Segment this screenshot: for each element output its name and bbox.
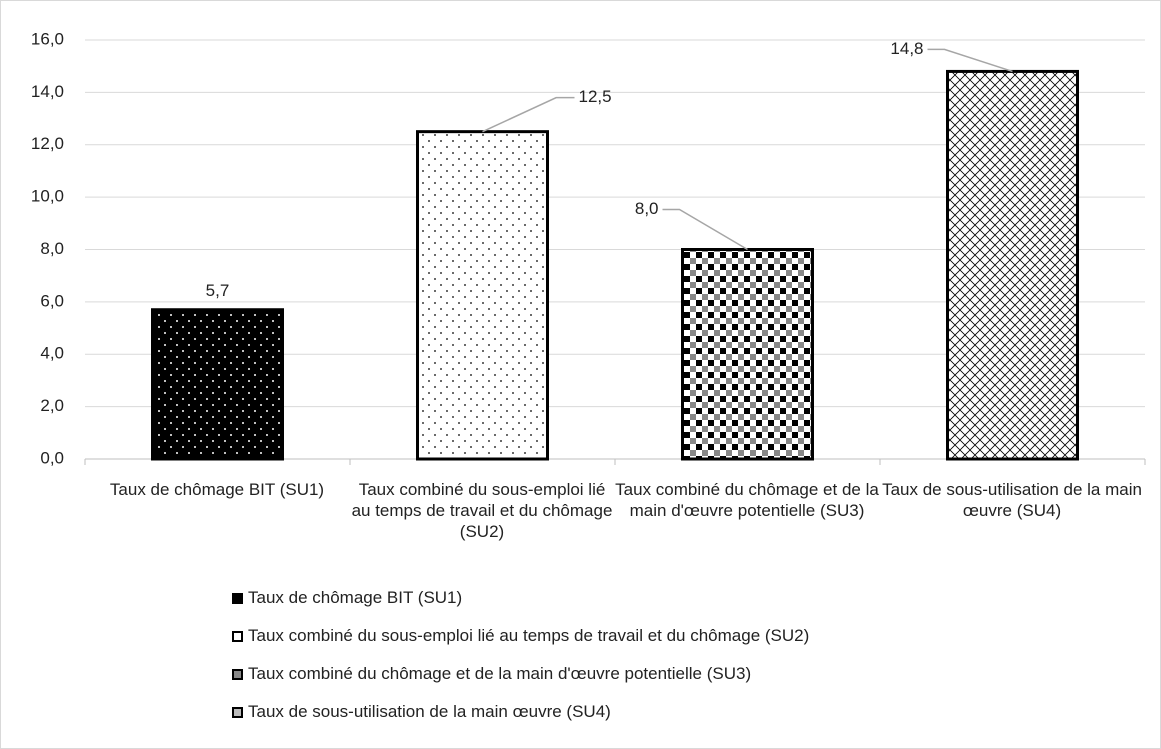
bar (946, 69, 1079, 461)
label-leader (482, 96, 575, 133)
x-tick-label: Taux de sous-utilisation de la main œuvr… (882, 480, 1142, 520)
legend-swatch (232, 592, 243, 604)
legend-swatch (232, 630, 243, 642)
bar (151, 308, 284, 461)
legend-label: Taux combiné du chômage et de la main d'… (248, 664, 752, 683)
legend-label: Taux combiné du sous-emploi lié au temps… (248, 626, 810, 645)
y-tick-label: 6,0 (40, 291, 64, 310)
bar (681, 248, 814, 461)
label-leader (662, 208, 748, 251)
value-label: 8,0 (635, 199, 659, 218)
x-tick-label: Taux de chômage BIT (SU1) (109, 480, 325, 499)
y-tick-label: 12,0 (31, 134, 64, 153)
value-label: 5,7 (206, 281, 230, 300)
x-tick-label: Taux combiné du chômage et de la main d'… (615, 480, 879, 520)
bar (416, 130, 549, 461)
legend-swatch (232, 668, 243, 680)
y-tick-label: 8,0 (40, 239, 64, 258)
legend-label: Taux de sous-utilisation de la main œuvr… (248, 702, 611, 721)
x-tick-label: Taux combiné du sous-emploi lié au temps… (351, 480, 613, 541)
value-label: 12,5 (579, 87, 612, 106)
y-tick-label: 0,0 (40, 448, 64, 467)
legend-entry: Taux de chômage BIT (SU1) (232, 588, 462, 608)
legend-entry: Taux combiné du chômage et de la main d'… (232, 664, 751, 684)
y-tick-label: 16,0 (31, 29, 64, 48)
value-label: 14,8 (890, 39, 923, 58)
y-tick-label: 4,0 (40, 344, 64, 363)
legend-entry: Taux de sous-utilisation de la main œuvr… (232, 702, 611, 722)
legend-swatch (232, 706, 243, 718)
legend-entry: Taux combiné du sous-emploi lié au temps… (232, 626, 809, 646)
y-tick-label: 14,0 (31, 82, 64, 101)
legend-label: Taux de chômage BIT (SU1) (248, 588, 463, 607)
label-leader (927, 48, 1013, 73)
y-tick-label: 2,0 (40, 396, 64, 415)
y-tick-label: 10,0 (31, 187, 64, 206)
